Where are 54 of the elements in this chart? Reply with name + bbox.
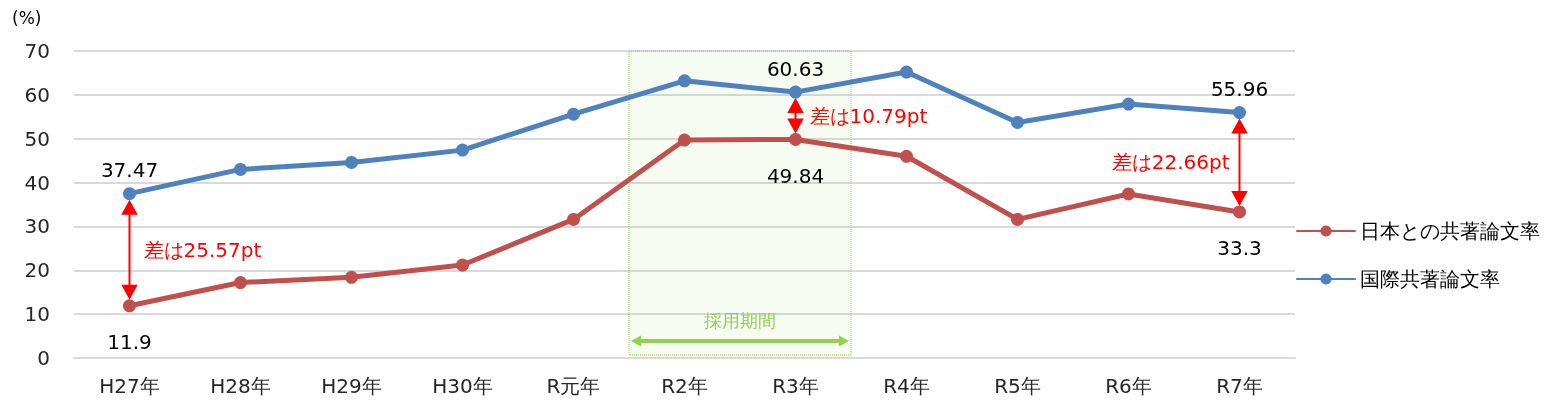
y-tick-label: 30 xyxy=(24,214,50,239)
point xyxy=(678,74,691,88)
point xyxy=(900,65,913,79)
point xyxy=(1011,115,1024,129)
x-tick-label: H27年 xyxy=(99,374,160,398)
legend-label: 国際共著論文率 xyxy=(1360,267,1500,291)
data-label: 11.9 xyxy=(107,330,152,355)
point xyxy=(123,299,136,313)
x-tick-label: H29年 xyxy=(321,374,382,398)
data-label: 33.3 xyxy=(1217,236,1262,261)
y-tick-label: 40 xyxy=(24,170,50,195)
y-tick-label: 10 xyxy=(24,302,50,327)
point xyxy=(456,143,469,157)
point xyxy=(567,107,580,121)
band-label: 採用期間 xyxy=(704,310,776,331)
point xyxy=(1233,205,1246,219)
point xyxy=(456,258,469,272)
annotation: 差は22.66pt xyxy=(1111,150,1230,175)
y-tick-label: 20 xyxy=(24,258,50,283)
x-tick-label: R6年 xyxy=(1105,374,1152,398)
data-label: 37.47 xyxy=(100,158,159,183)
data-label: 60.63 xyxy=(766,56,825,81)
x-tick-label: R5年 xyxy=(994,374,1041,398)
x-tick-label: H28年 xyxy=(210,374,271,398)
point xyxy=(345,270,358,284)
annotation: 差は10.79pt xyxy=(809,103,928,128)
point xyxy=(345,155,358,169)
point xyxy=(1233,106,1246,120)
point xyxy=(234,276,247,290)
point xyxy=(1122,187,1135,201)
x-tick-label: R元年 xyxy=(546,374,601,398)
point xyxy=(1011,212,1024,226)
x-tick-label: R7年 xyxy=(1216,374,1263,398)
point xyxy=(678,133,691,147)
x-tick-label: H30年 xyxy=(432,374,493,398)
y-tick-label: 70 xyxy=(24,39,50,63)
point xyxy=(567,212,580,226)
point xyxy=(234,162,247,176)
point xyxy=(1122,97,1135,111)
point xyxy=(900,149,913,163)
data-label: 55.96 xyxy=(1210,77,1269,102)
point xyxy=(789,132,802,146)
y-axis-title: (%) xyxy=(12,7,42,28)
x-tick-label: R3年 xyxy=(772,374,819,398)
annotation: 差は25.57pt xyxy=(143,237,262,262)
point xyxy=(789,85,802,99)
y-tick-label: 60 xyxy=(24,82,50,107)
x-tick-label: R4年 xyxy=(883,374,930,398)
legend-label: 日本との共著論文率 xyxy=(1360,219,1540,243)
x-tick-label: R2年 xyxy=(661,374,708,398)
point xyxy=(123,187,136,201)
data-label: 49.84 xyxy=(766,163,825,188)
y-tick-label: 0 xyxy=(37,346,50,370)
y-tick-label: 50 xyxy=(24,126,50,151)
